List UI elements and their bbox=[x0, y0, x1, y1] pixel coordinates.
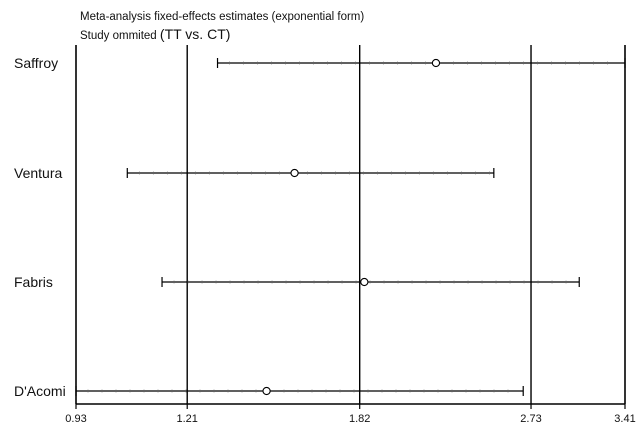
study-row: Saffroy bbox=[14, 55, 626, 71]
point-estimate bbox=[262, 386, 271, 396]
study-row: Fabris bbox=[14, 274, 580, 290]
x-axis-ticks: 0.93 1.21 1.82 2.73 3.41 bbox=[65, 404, 636, 425]
x-tick-label: 3.41 bbox=[614, 413, 635, 425]
subtitle-comparison: (TT vs. CT) bbox=[159, 26, 231, 42]
study-row: Ventura bbox=[14, 165, 495, 181]
study-row: D'Acomi bbox=[14, 383, 524, 399]
study-label: D'Acomi bbox=[14, 383, 66, 399]
chart-title: Meta-analysis fixed-effects estimates (e… bbox=[80, 11, 365, 23]
study-label: Ventura bbox=[14, 165, 62, 181]
x-tick-label: 1.82 bbox=[349, 413, 370, 425]
subtitle-prefix: Study ommited bbox=[80, 30, 157, 42]
chart-subtitle: Study ommited (TT vs. CT) bbox=[80, 26, 230, 42]
x-tick-label: 0.93 bbox=[65, 413, 86, 425]
point-estimate bbox=[290, 168, 299, 178]
study-label: Saffroy bbox=[14, 55, 58, 71]
study-label: Fabris bbox=[14, 274, 53, 290]
x-tick-label: 2.73 bbox=[520, 413, 541, 425]
reference-lines bbox=[186, 45, 532, 404]
study-rows: Saffroy Ventura Fabris D'Acomi bbox=[14, 55, 626, 399]
x-tick-label: 1.21 bbox=[176, 413, 197, 425]
point-estimate bbox=[431, 58, 441, 68]
point-estimate bbox=[360, 277, 369, 287]
